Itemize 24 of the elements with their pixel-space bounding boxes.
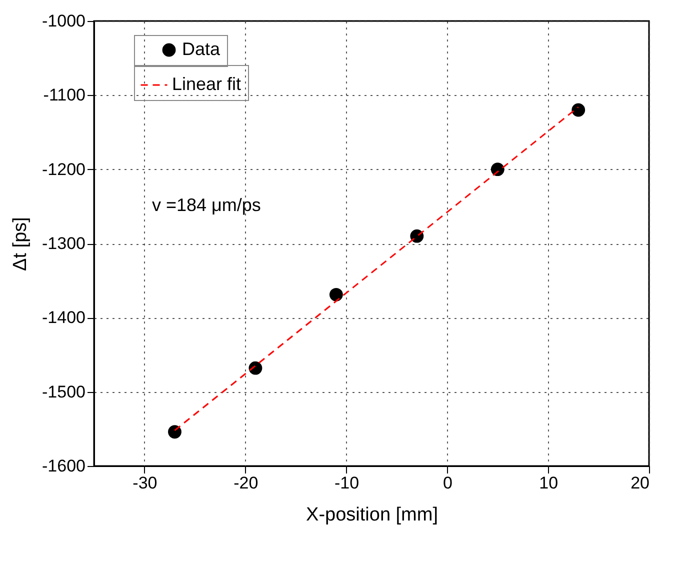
y-tick-label: -1000 xyxy=(42,12,86,30)
y-tick-label: -1600 xyxy=(42,456,86,476)
y-axis-title: Δt [ps] xyxy=(10,217,32,271)
point xyxy=(329,288,343,302)
annotation: v =184 μm/ps xyxy=(152,195,261,215)
x-tick-label: -30 xyxy=(132,474,158,492)
y-tick-label: -1300 xyxy=(42,234,86,253)
y-tick-label: -1100 xyxy=(43,86,86,105)
point xyxy=(490,162,504,176)
x-axis-title: X-position [mm] xyxy=(306,504,438,526)
legend-label: Data xyxy=(182,39,222,59)
point xyxy=(572,103,586,117)
x-tick-label: -20 xyxy=(234,474,258,492)
point xyxy=(410,229,424,243)
y-tick-label: -1400 xyxy=(42,308,86,328)
x-tick-label: 10 xyxy=(539,474,558,492)
y-tick-label: -1200 xyxy=(42,160,86,179)
x-tick-label: 0 xyxy=(442,474,452,492)
x-tick-label: -10 xyxy=(334,474,360,492)
point xyxy=(248,361,262,375)
point xyxy=(168,425,182,439)
legend-label: Linear fit xyxy=(172,74,242,94)
y-tick-label: -1500 xyxy=(42,382,86,402)
x-tick-label: 20 xyxy=(630,474,650,492)
